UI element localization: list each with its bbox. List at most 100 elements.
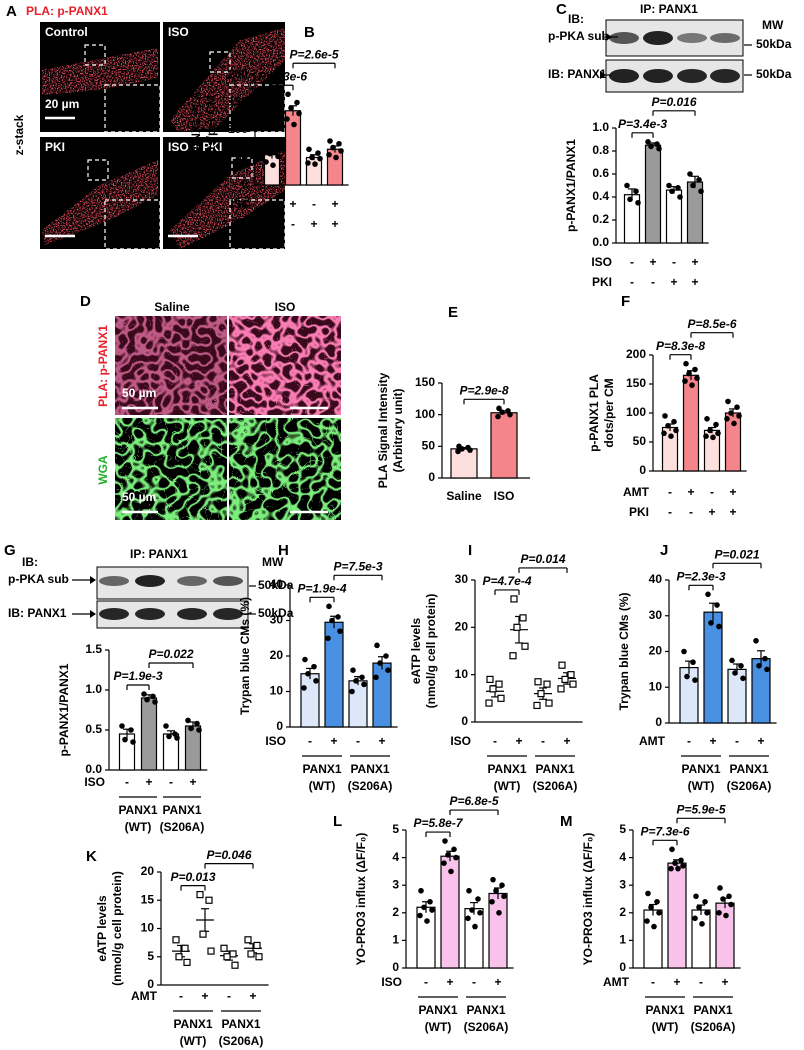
condition-label: PKI [45, 140, 65, 154]
data-point [682, 378, 688, 384]
data-point [665, 422, 671, 429]
condition-sign: - [270, 197, 274, 211]
panel-label: C [556, 1, 567, 18]
group-label: PANX1 [693, 1003, 732, 1017]
data-point [273, 149, 279, 155]
data-point [762, 655, 768, 662]
data-point [725, 398, 731, 405]
y-tick-label: 1.0 [592, 120, 609, 134]
data-point [569, 680, 577, 688]
data-point [337, 628, 343, 634]
group-label: PANX1 [466, 1003, 505, 1017]
y-tick-label: 3 [392, 877, 399, 891]
mw-label: MW [762, 18, 784, 32]
condition-sign: - [308, 734, 312, 748]
bar [488, 892, 508, 969]
data-point [377, 660, 383, 666]
data-point [163, 723, 169, 729]
y-tick-label: 50 [235, 150, 249, 164]
data-point [651, 923, 657, 930]
data-point [668, 433, 674, 440]
y-tick-label: 0 [392, 960, 399, 974]
p-value: P=0.013 [170, 870, 215, 884]
y-tick-label: 0 [241, 177, 248, 191]
data-point [717, 885, 723, 891]
data-point [672, 860, 678, 866]
data-point [424, 918, 430, 924]
data-point [326, 151, 332, 158]
data-point [704, 910, 710, 916]
panel-label: J [660, 542, 668, 559]
condition-name: PKI [231, 217, 251, 231]
p-value: P=2.3e-3 [676, 569, 725, 583]
condition-name: ISO [381, 975, 402, 989]
data-point [702, 898, 708, 905]
data-point [288, 105, 294, 111]
p-value: P=5.9e-5 [676, 802, 725, 816]
data-point [445, 852, 451, 858]
data-point [141, 691, 147, 697]
condition-sign: - [541, 734, 545, 748]
panel-c-blot: C IP: PANX1 IB: p-PKA sub IB: PANX1 MW 5… [548, 1, 792, 93]
data-point [247, 950, 255, 958]
condition-sign: - [651, 975, 655, 989]
data-point [681, 648, 687, 655]
group-label: PANX1 [118, 803, 157, 817]
y-tick-label: 0.5 [85, 722, 102, 736]
data-point [495, 680, 503, 688]
condition-sign: - [668, 505, 672, 519]
data-point [144, 696, 150, 703]
data-point [119, 723, 125, 729]
data-point [668, 865, 674, 872]
row-label: WGA [96, 455, 110, 485]
inset-boxes [84, 44, 286, 250]
y-axis-label: p-PANX1 PLA [189, 91, 203, 169]
group-label: (S206A) [219, 1034, 264, 1048]
data-point [188, 725, 194, 732]
group-label: (WT) [180, 1034, 207, 1048]
y-axis-label: Trypan blue CMs (%) [238, 597, 252, 715]
data-point [723, 912, 729, 919]
condition-sign: + [757, 734, 764, 748]
panel-label: D [80, 293, 91, 310]
data-point [196, 890, 204, 899]
group-label: (S206A) [464, 1020, 509, 1034]
condition-sign: + [331, 197, 338, 211]
data-point [255, 953, 263, 961]
y-tick-label: 0.0 [85, 762, 102, 776]
image-grid: Control ISO PKI ISO + PKI 20 µm [40, 22, 286, 250]
arrows [72, 576, 256, 618]
y-tick-label: 150 [626, 376, 646, 390]
condition-name: ISO [450, 734, 471, 748]
data-point [244, 936, 252, 944]
group-label: (S206A) [727, 779, 772, 793]
condition-name: PKI [629, 505, 649, 519]
data-point [130, 739, 136, 745]
condition-sign: + [515, 734, 522, 748]
tissue [115, 418, 227, 520]
data-point [677, 194, 683, 200]
y-tick-label: 100 [626, 405, 646, 419]
condition-sign: - [735, 734, 739, 748]
data-point [497, 694, 505, 702]
y-tick-label: 40 [649, 572, 663, 586]
data-point [291, 121, 297, 128]
y-axis-label: eATP levels [95, 895, 109, 962]
data-point [764, 666, 770, 673]
y-axis-label: p-PANX1/PANX1 [564, 139, 578, 232]
condition-sign: + [446, 975, 453, 989]
data-point [485, 699, 493, 707]
data-point [185, 717, 191, 724]
y-tick-label: 0 [655, 715, 662, 729]
group-label: (WT) [425, 1020, 452, 1034]
data-point [174, 735, 180, 741]
scale-bars [45, 116, 198, 238]
condition-sign: + [673, 975, 680, 989]
condition-sign: + [249, 989, 256, 1003]
data-point [385, 667, 391, 673]
panel-label: I [468, 542, 472, 559]
bar [490, 412, 518, 479]
data-point [335, 614, 341, 620]
condition-sign: + [691, 275, 698, 289]
group-label: PANX1 [221, 1017, 260, 1031]
